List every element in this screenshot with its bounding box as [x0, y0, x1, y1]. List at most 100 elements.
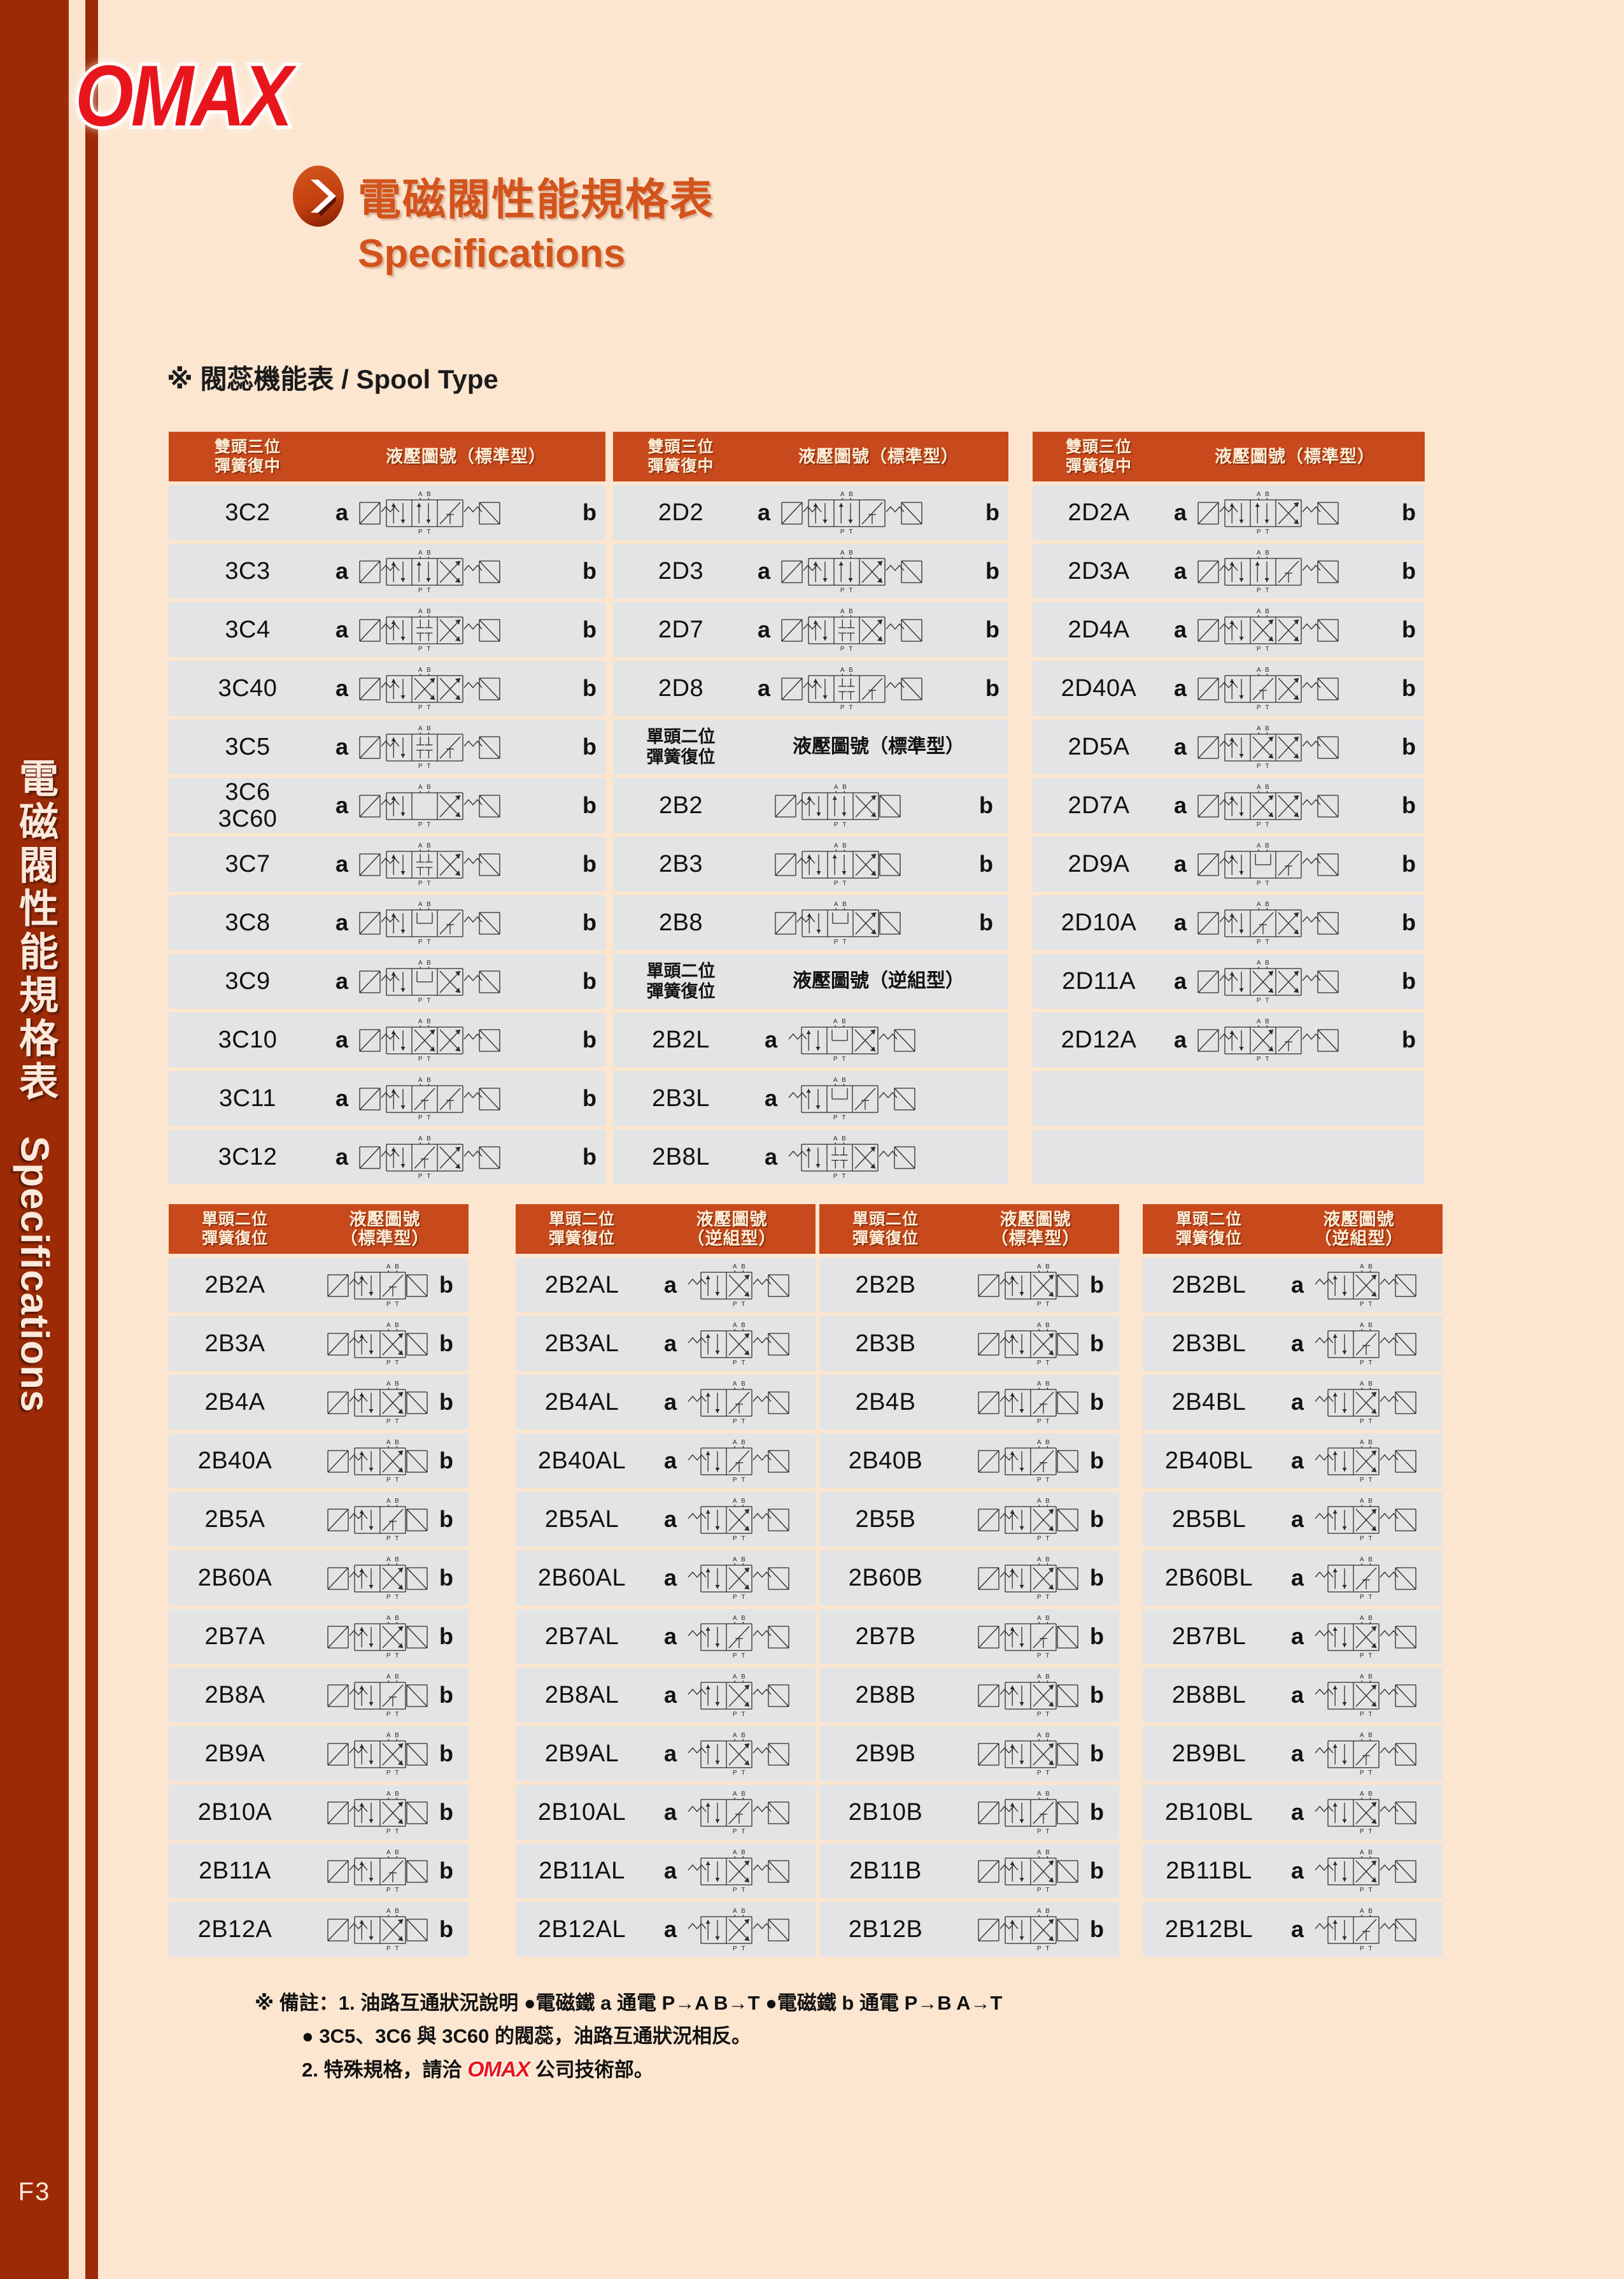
table-row[interactable]: 2B5AL a A B P T	[516, 1492, 816, 1547]
valve-code: 2B11B	[819, 1843, 952, 1898]
table-row[interactable]: 2B3AL a A B P T	[516, 1316, 816, 1371]
table-row[interactable]: 2B5BL a A B P T	[1143, 1492, 1443, 1547]
table-row[interactable]: 單頭二位 彈簧復位 液壓圖號（標準型）	[613, 720, 1009, 774]
svg-text:P: P	[1360, 1711, 1364, 1718]
svg-text:P: P	[418, 939, 423, 946]
table-row[interactable]: 2B7AL a A B P T	[516, 1609, 816, 1664]
valve-code: 2B2L	[613, 1012, 749, 1067]
table-row[interactable]: 單頭二位 彈簧復位 液壓圖號（逆組型）	[613, 954, 1009, 1009]
actuator-label-a: a	[335, 909, 349, 935]
table-row[interactable]: 2B4BL a A B P T	[1143, 1375, 1443, 1430]
table-row[interactable]: 2B7BL a A B P T	[1143, 1609, 1443, 1664]
svg-text:A: A	[1037, 1556, 1041, 1563]
table-row[interactable]: 2B9BL a A B P T	[1143, 1726, 1443, 1781]
table-row[interactable]: 2B8AL a A B P T	[516, 1668, 816, 1722]
svg-text:P: P	[1360, 1477, 1364, 1484]
table-row[interactable]: 2B11AL a A B P T	[516, 1843, 816, 1898]
svg-text:B: B	[842, 1018, 846, 1025]
valve-code: 2D4A	[1033, 602, 1165, 657]
table-row[interactable]: 2B60BL a A B P T	[1143, 1551, 1443, 1605]
table-row[interactable]: 2B12AL a A B P T	[516, 1902, 816, 1957]
table-row[interactable]: 2B8L a A B P T	[613, 1130, 1009, 1184]
table-row[interactable]: 2B40AL a A B P T	[516, 1433, 816, 1488]
table-row[interactable]	[1033, 1130, 1425, 1184]
table-row[interactable]: 2B2L a A B P T	[613, 1012, 1009, 1067]
table-row[interactable]: 2B12BL a A B P T	[1143, 1902, 1443, 1957]
table-row[interactable]: 2B4AL a A B P T	[516, 1375, 816, 1430]
table-row[interactable]: 2B60AL a A B P T	[516, 1551, 816, 1605]
table-row[interactable]: 2B11BL a A B P T	[1143, 1843, 1443, 1898]
table-row[interactable]: 2B3BL a A B P T	[1143, 1316, 1443, 1371]
table-row[interactable]: 2B8BL a A B P T	[1143, 1668, 1443, 1722]
table-row[interactable]: 2B10AL a A B P T	[516, 1785, 816, 1840]
table-row[interactable]: 2B2BL a A B P T	[1143, 1258, 1443, 1312]
table-row[interactable]	[1033, 1071, 1425, 1126]
actuator-label-b: b	[1090, 1682, 1104, 1708]
table-row[interactable]: 2B3L a A B P T	[613, 1071, 1009, 1126]
table-row[interactable]: 2B40BL a A B P T	[1143, 1433, 1443, 1488]
table-row[interactable]: 2B2AL a A B P T	[516, 1258, 816, 1312]
footnote-line-3-pre: 2. 特殊規格，請洽	[302, 2059, 468, 2081]
column-header-type: 單頭二位 彈簧復位	[1143, 1204, 1275, 1254]
table-row[interactable]: 2B9AL a A B P T	[516, 1726, 816, 1781]
table-row[interactable]: 2B10BL a A B P T	[1143, 1785, 1443, 1840]
